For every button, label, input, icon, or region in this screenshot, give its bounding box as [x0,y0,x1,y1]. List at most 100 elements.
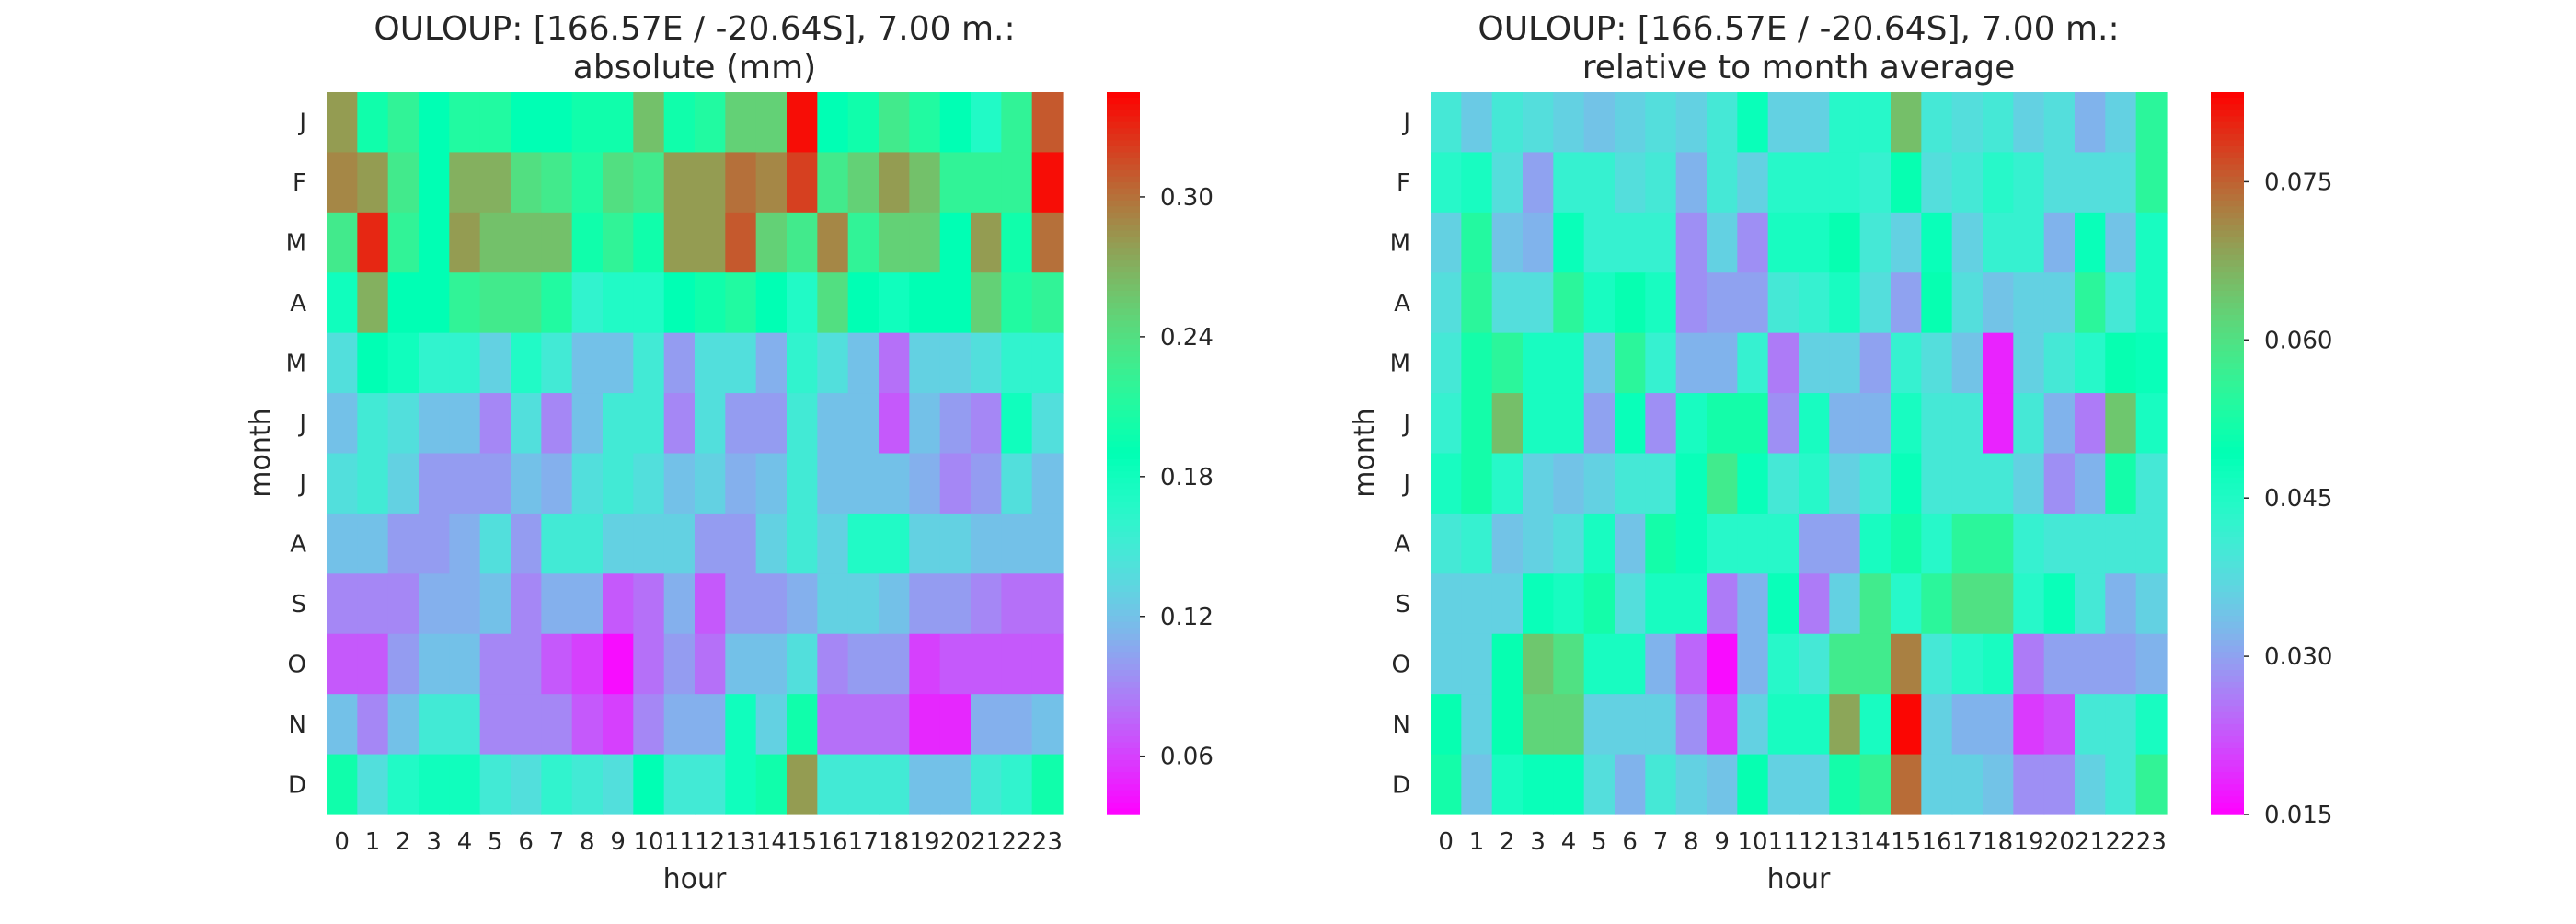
x-tick-label: 14 [1860,828,1891,856]
heatmap-cell [879,754,910,815]
colorbar-segment [2211,640,2244,647]
heatmap-cell [1767,332,1800,394]
heatmap-cell [327,633,358,695]
heatmap-cell [541,754,573,815]
heatmap-cell [1491,694,1524,756]
heatmap-cell [1951,332,1984,394]
colorbar-segment [1107,784,1140,791]
colorbar-segment [2211,110,2244,117]
heatmap-cell [1891,453,1922,514]
heatmap-cell [2013,332,2045,394]
heatmap-cell [479,212,512,273]
colorbar-segment [1107,434,1140,443]
heatmap-cell [817,92,849,154]
heatmap-cell [1553,513,1585,574]
colorbar-segment [2211,422,2244,431]
heatmap-cell [1615,573,1646,635]
heatmap-cell [1645,152,1677,214]
heatmap-cell [449,92,481,154]
colorbar-segment [1107,489,1140,496]
heatmap-cell [1615,152,1646,214]
heatmap-cell [571,633,604,695]
y-tick-label: J [297,410,306,438]
x-tick-label: 10 [1737,828,1767,856]
colorbar-segment [2211,206,2244,214]
heatmap-cell [755,513,788,574]
heatmap-cell [1737,573,1769,635]
heatmap-cell [479,92,512,154]
heatmap-cell [971,152,1002,214]
heatmap-cell [603,694,634,756]
heatmap-cell [939,393,972,455]
heatmap-cell [387,332,420,394]
x-tick-labels: 0 1 2 3 4 5 6 7 8 9 10 11 12 13 14 15 16 17 18 19 20 21 22 23 [1438,828,2166,856]
heatmap-cell [387,272,420,334]
heatmap-cell [387,453,420,514]
heatmap-cell [1767,393,1800,455]
colorbar-segment [1107,621,1140,629]
heatmap-cell [909,453,941,514]
heatmap-cell [1675,152,1708,214]
colorbar-segment [1107,682,1140,689]
heatmap-cell [1431,212,1462,273]
colorbar-segment [1107,742,1140,749]
heatmap-cell [1583,92,1616,154]
heatmap-cell [2135,694,2168,756]
colorbar-segment [2211,537,2244,545]
colorbar-segment [1107,363,1140,370]
heatmap-cell [2135,754,2168,815]
heatmap-cell [1675,754,1708,815]
heatmap-cell [817,754,849,815]
heatmap-cell [1707,272,1738,334]
colorbar-segment [1107,604,1140,611]
heatmap-cell [663,633,696,695]
heatmap-cell [879,92,910,154]
y-tick-label: J [1401,110,1410,137]
heatmap-cell [725,694,757,756]
x-tick-label: 8 [1684,828,1699,856]
heatmap-cell [2043,272,2076,334]
heatmap-cell [1491,332,1524,394]
colorbar-segment [2211,381,2244,388]
heatmap-cell [2075,152,2106,214]
heatmap-cell [633,633,665,695]
colorbar-segment [2211,723,2244,732]
colorbar-segment [2211,513,2244,521]
heatmap-cell [971,272,1002,334]
y-tick-label: N [1393,711,1410,739]
heatmap-cell [1001,694,1033,756]
heatmap-cell [1767,92,1800,154]
x-tick-label: 13 [725,828,755,856]
heatmap-cell [1767,573,1800,635]
heatmap-cell [1891,513,1922,574]
y-tick-label: S [1395,591,1410,618]
heatmap-cell [695,694,726,756]
heatmap-cell [1431,573,1462,635]
colorbar-segment [2211,320,2244,328]
heatmap-cell [847,513,880,574]
heatmap-cell [909,92,941,154]
heatmap-cell [879,633,910,695]
heatmap-cell [479,272,512,334]
heatmap-cell [725,212,757,273]
heatmap-cell [2013,92,2045,154]
heatmap-cell [1031,633,1064,695]
heatmap-cell [1461,152,1493,214]
heatmap-cell [479,573,512,635]
heatmap-cell [971,332,1002,394]
heatmap-cell [2043,513,2076,574]
y-tick-label: F [1397,169,1410,197]
x-tick-label: 2 [396,828,411,856]
heatmap-cell [449,633,481,695]
colorbar-segment [2211,711,2244,720]
heatmap-cell [1983,573,2014,635]
heatmap-cell [449,332,481,394]
heatmap-cell [1583,393,1616,455]
colorbar-segment [2211,742,2244,749]
x-tick-label: 10 [633,828,663,856]
heatmap-cell [725,152,757,214]
colorbar-segment [1107,501,1140,509]
heatmap-cell [603,633,634,695]
heatmap-cell [1431,152,1462,214]
